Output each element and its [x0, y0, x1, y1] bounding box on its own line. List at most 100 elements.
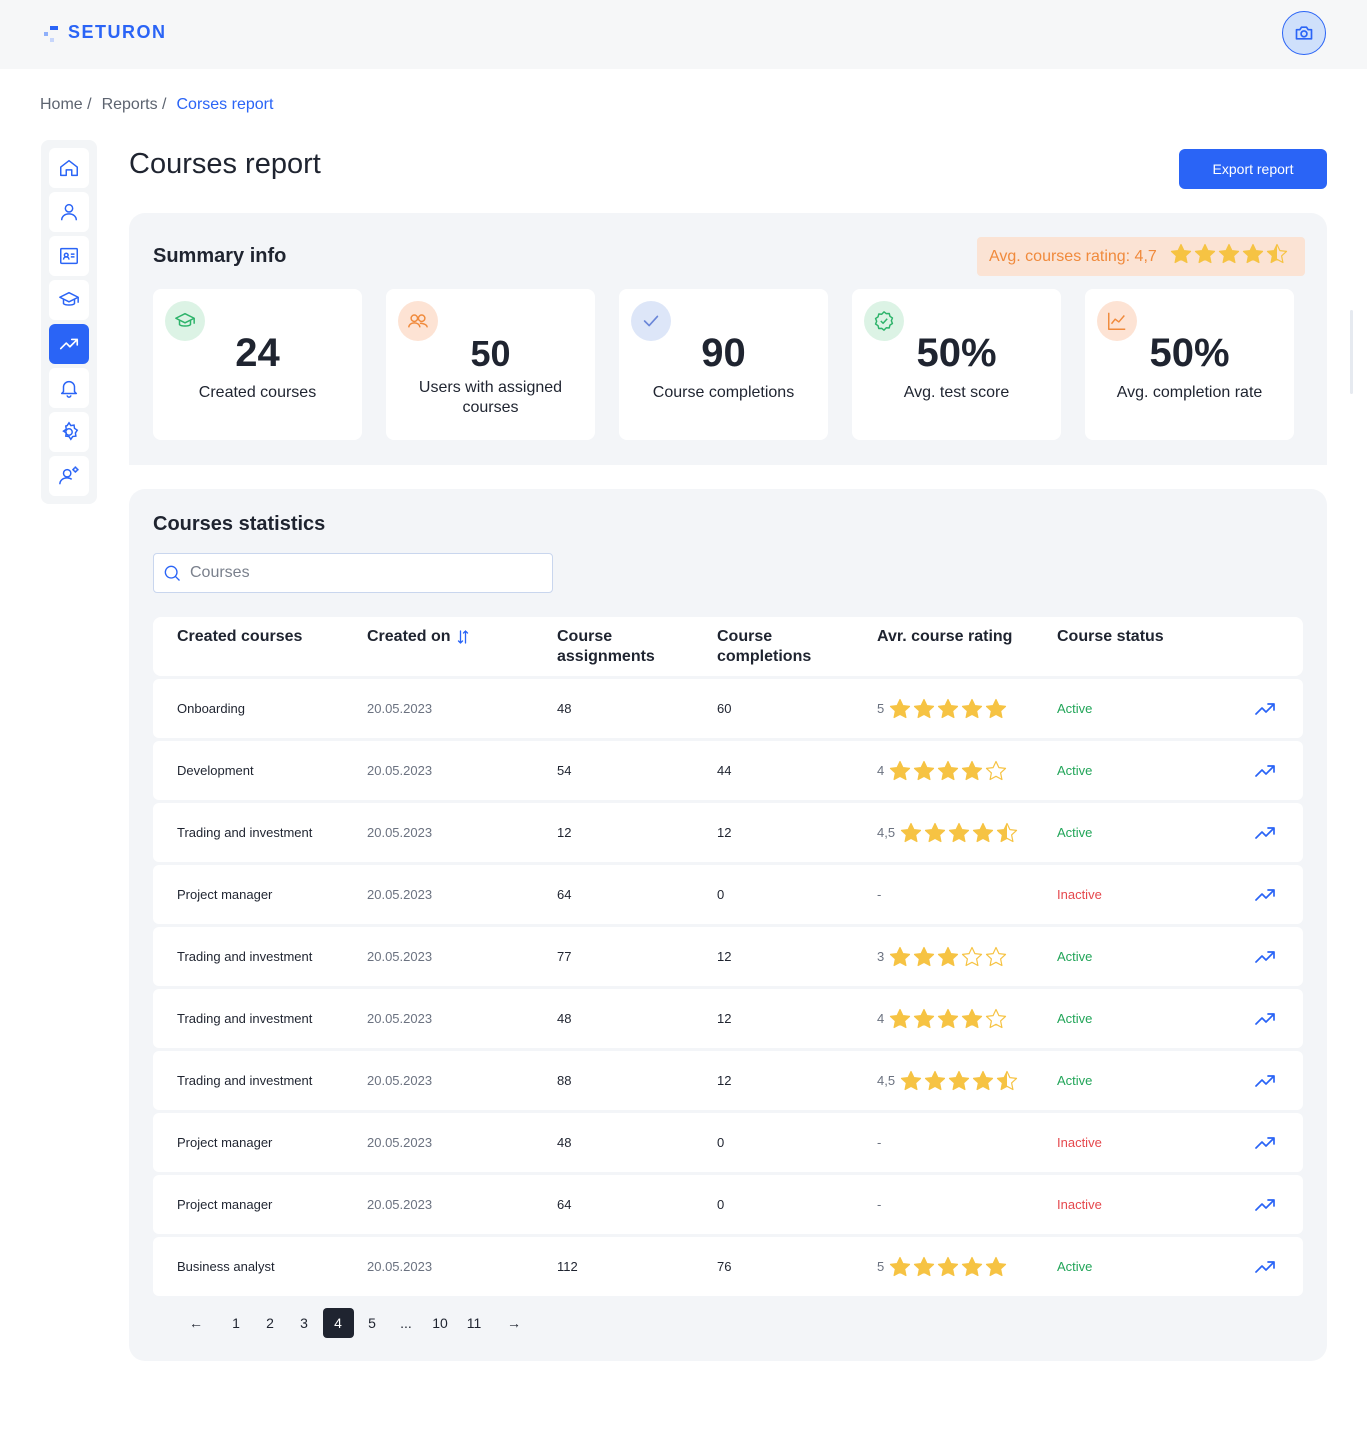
- column-header-created-on-label: Created on: [367, 628, 451, 645]
- trend-up-icon[interactable]: [1253, 1007, 1277, 1031]
- completions: 44: [717, 763, 732, 778]
- star-icon: [962, 1256, 983, 1276]
- table-header: Created courses Created on Course assign…: [153, 617, 1303, 676]
- sidebar-item-courses[interactable]: [49, 280, 89, 320]
- course-rating: -: [877, 1113, 885, 1172]
- avg-rating-badge: Avg. courses rating: 4,7: [977, 237, 1305, 276]
- trend-up-icon[interactable]: [1253, 1193, 1277, 1217]
- logo[interactable]: SETURON: [44, 22, 167, 43]
- star-icon: [900, 822, 922, 842]
- breadcrumb-reports[interactable]: Reports /: [101, 96, 167, 113]
- breadcrumb-home[interactable]: Home /: [40, 96, 92, 113]
- trend-up-icon[interactable]: [1253, 883, 1277, 907]
- completions: 12: [717, 1011, 732, 1026]
- star-icon: [938, 760, 959, 780]
- rating-number: 4,5: [877, 825, 896, 840]
- app-name: SETURON: [68, 22, 167, 42]
- completions: 60: [717, 701, 732, 716]
- rating-stars: [899, 821, 1019, 845]
- table-row[interactable]: Development 20.05.2023 54 44 4 Active: [153, 741, 1303, 800]
- sidebar-item-reports[interactable]: [49, 324, 89, 364]
- status-badge: Active: [1057, 1011, 1093, 1026]
- prev-page-button[interactable]: ←: [189, 1315, 203, 1331]
- search-field[interactable]: [153, 553, 553, 593]
- rating-number: 5: [877, 701, 885, 716]
- completions: 76: [717, 1259, 732, 1274]
- star-icon: [986, 698, 1007, 718]
- star-icon: [986, 1256, 1007, 1276]
- page-5-button[interactable]: 5: [368, 1315, 376, 1331]
- trend-up-icon: [59, 338, 79, 350]
- star-icon: [1242, 243, 1263, 264]
- column-header-rating: Avr. course rating: [877, 628, 1013, 645]
- trend-up-icon[interactable]: [1253, 759, 1277, 783]
- sidebar-item-home[interactable]: [49, 148, 89, 188]
- star-icon: [948, 1070, 970, 1090]
- rating-number: 4,5: [877, 1073, 896, 1088]
- star-icon: [986, 760, 1007, 780]
- page-4-button[interactable]: 4: [322, 1308, 354, 1338]
- table-row[interactable]: Project manager 20.05.2023 64 0 - Inactive: [153, 865, 1303, 924]
- sidebar-item-users[interactable]: [49, 192, 89, 232]
- table-row[interactable]: Onboarding 20.05.2023 48 60 5 Active: [153, 679, 1303, 738]
- export-report-button[interactable]: Export report: [1179, 149, 1327, 189]
- star-icon: [924, 822, 946, 842]
- star-icon: [986, 946, 1007, 966]
- trend-up-icon[interactable]: [1253, 821, 1277, 845]
- search-icon: [164, 565, 180, 581]
- created-on: 20.05.2023: [367, 763, 433, 778]
- column-header-created-on[interactable]: Created on: [367, 627, 469, 647]
- page-3-button[interactable]: 3: [300, 1315, 308, 1331]
- completions: 0: [717, 1197, 725, 1212]
- bell-icon: [60, 380, 78, 398]
- rating-stars: [888, 759, 1008, 783]
- completions: 12: [717, 949, 732, 964]
- page-11-button[interactable]: 11: [466, 1315, 482, 1331]
- star-icon: [924, 1070, 946, 1090]
- sidebar-item-notifications[interactable]: [49, 368, 89, 408]
- avg-rating-label: Avg. courses rating: 4,7: [989, 247, 1157, 265]
- table-row[interactable]: Trading and investment 20.05.2023 12 12 4,5 A…: [153, 803, 1303, 862]
- table-row[interactable]: Project manager 20.05.2023 48 0 - Inactive: [153, 1113, 1303, 1172]
- created-on: 20.05.2023: [367, 949, 433, 964]
- table-row[interactable]: Trading and investment 20.05.2023 77 12 3 Act…: [153, 927, 1303, 986]
- sidebar-item-user-settings[interactable]: [49, 456, 89, 496]
- table-row[interactable]: Project manager 20.05.2023 64 0 - Inactive: [153, 1175, 1303, 1234]
- summary-card-course-completions: 90 Course completions: [619, 289, 828, 440]
- star-icon: [938, 1008, 959, 1028]
- page-1-button[interactable]: 1: [232, 1315, 240, 1331]
- table-row[interactable]: Trading and investment 20.05.2023 88 12 4,5 A…: [153, 1051, 1303, 1110]
- star-icon: [962, 760, 983, 780]
- course-rating: 4: [877, 989, 1008, 1048]
- star-icon: [890, 698, 911, 718]
- course-name: Trading and investment: [177, 1073, 313, 1088]
- table-row[interactable]: Trading and investment 20.05.2023 48 12 4 Act…: [153, 989, 1303, 1048]
- column-header-status: Course status: [1057, 628, 1164, 645]
- next-page-button[interactable]: →: [507, 1315, 521, 1331]
- rating-number: 4: [877, 763, 885, 778]
- sidebar-item-profile-card[interactable]: [49, 236, 89, 276]
- trend-up-icon[interactable]: [1253, 1255, 1277, 1279]
- course-rating: 5: [877, 679, 1008, 738]
- avatar-button[interactable]: [1282, 11, 1326, 55]
- sidebar: [41, 140, 97, 504]
- search-input[interactable]: [190, 564, 530, 582]
- completions: 12: [717, 825, 732, 840]
- table-row[interactable]: Business analyst 20.05.2023 112 76 5 Active: [153, 1237, 1303, 1296]
- sidebar-item-settings[interactable]: [49, 412, 89, 452]
- assignments: 48: [557, 1135, 572, 1150]
- scrollbar[interactable]: [1350, 310, 1353, 394]
- trend-up-icon[interactable]: [1253, 1131, 1277, 1155]
- graduation-cap-icon: [59, 291, 79, 306]
- line-chart-icon: [1097, 301, 1137, 341]
- users-assigned-label: Users with assigned courses: [418, 379, 563, 416]
- check-icon: [631, 301, 671, 341]
- sort-icon[interactable]: [457, 630, 469, 644]
- users-icon: [398, 301, 438, 341]
- course-completions-value: 90: [701, 331, 746, 375]
- page-2-button[interactable]: 2: [266, 1315, 274, 1331]
- page-10-button[interactable]: 10: [432, 1315, 448, 1331]
- trend-up-icon[interactable]: [1253, 697, 1277, 721]
- trend-up-icon[interactable]: [1253, 1069, 1277, 1093]
- trend-up-icon[interactable]: [1253, 945, 1277, 969]
